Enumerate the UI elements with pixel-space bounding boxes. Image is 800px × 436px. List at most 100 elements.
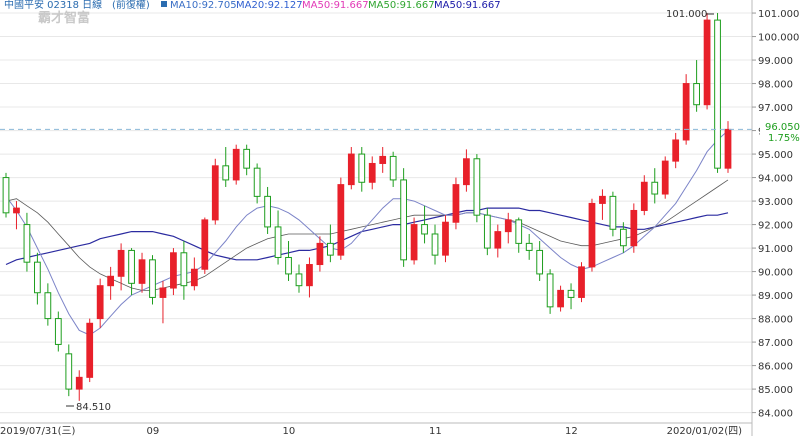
candle bbox=[159, 280, 167, 324]
candle-body bbox=[243, 148, 251, 169]
y-tick-label: 100.000 bbox=[758, 33, 799, 44]
candle bbox=[285, 241, 292, 281]
candle-body bbox=[389, 155, 397, 181]
candle-body bbox=[316, 242, 324, 266]
candle-body bbox=[117, 249, 125, 277]
legend-ma10: MA10:92.705 bbox=[170, 0, 237, 11]
candle-body bbox=[13, 207, 20, 214]
candle bbox=[400, 168, 408, 267]
candle-body bbox=[640, 181, 648, 211]
candle bbox=[128, 248, 135, 296]
legend-ma50-a: MA50:91.667 bbox=[302, 0, 369, 11]
candle bbox=[463, 149, 470, 192]
candle bbox=[557, 285, 564, 312]
candle-body bbox=[170, 252, 177, 289]
candle-body bbox=[65, 353, 73, 390]
candle-body bbox=[452, 184, 460, 223]
candle bbox=[389, 151, 397, 187]
watermark-text: 霸才智富 bbox=[38, 10, 90, 26]
candle-body bbox=[306, 264, 313, 287]
candle-body bbox=[96, 285, 104, 320]
candle-body bbox=[630, 209, 638, 247]
x-tick-label: 12 bbox=[565, 426, 578, 436]
candle bbox=[274, 210, 282, 265]
candle-body bbox=[75, 376, 83, 390]
x-axis: 2019/07/31(三) 09 10 11 12 2020/01/02(四) bbox=[0, 422, 752, 436]
candle bbox=[651, 168, 659, 204]
candle-body bbox=[274, 226, 282, 258]
high-price-label: 101.000 bbox=[666, 9, 707, 20]
change-pct-label: 1.75% bbox=[768, 133, 800, 144]
candle bbox=[672, 132, 680, 169]
candle-body bbox=[190, 268, 198, 287]
candle bbox=[243, 144, 251, 176]
candle-body bbox=[379, 155, 387, 164]
candle bbox=[54, 311, 62, 352]
candle bbox=[714, 13, 721, 173]
stock-label: 中國平安 02318 日線 bbox=[4, 0, 102, 11]
candle bbox=[347, 147, 355, 190]
moving-average-lines bbox=[5, 130, 729, 336]
candle bbox=[34, 252, 41, 305]
candle-body bbox=[128, 249, 135, 284]
candle-body bbox=[326, 242, 334, 256]
candle-body bbox=[714, 19, 721, 169]
candle-body bbox=[410, 224, 418, 261]
candle bbox=[295, 264, 303, 293]
candle bbox=[180, 241, 188, 300]
candle-body bbox=[672, 139, 680, 162]
candle-body bbox=[588, 202, 596, 268]
candle-body bbox=[536, 249, 544, 275]
candle bbox=[483, 208, 491, 256]
candle bbox=[379, 147, 387, 173]
candle-body bbox=[211, 165, 219, 221]
candle bbox=[452, 177, 460, 230]
candle bbox=[724, 121, 732, 173]
candle-body bbox=[285, 256, 292, 275]
candle bbox=[494, 224, 502, 258]
candle bbox=[201, 217, 209, 274]
x-tick-label: 2020/01/02(四) bbox=[667, 426, 743, 436]
candle-body bbox=[703, 19, 711, 106]
candle bbox=[421, 205, 428, 244]
legend-ma20: MA20:92.127 bbox=[236, 0, 303, 11]
candle bbox=[599, 189, 606, 220]
legend: 中國平安 02318 日線 (前復權) MA10:92.705 MA20:92.… bbox=[4, 0, 501, 11]
candle-body bbox=[23, 224, 31, 263]
candle bbox=[211, 158, 219, 225]
y-tick-label: 89.000 bbox=[758, 291, 793, 302]
candle bbox=[117, 243, 125, 291]
candle bbox=[13, 201, 20, 230]
candle bbox=[149, 255, 156, 305]
candle bbox=[222, 147, 230, 187]
candle-body bbox=[525, 242, 533, 251]
y-tick-label: 98.000 bbox=[758, 80, 793, 91]
candle bbox=[525, 233, 533, 260]
y-tick-label: 88.000 bbox=[758, 315, 793, 326]
candle-body bbox=[546, 273, 554, 308]
candle-body bbox=[264, 195, 271, 228]
y-tick-label: 87.000 bbox=[758, 338, 793, 349]
candle-body bbox=[619, 228, 627, 247]
candle bbox=[567, 283, 575, 310]
y-axis: 84.000 85.000 86.000 87.000 88.000 89.000 90.0… bbox=[751, 0, 799, 436]
candle bbox=[693, 60, 700, 112]
candle bbox=[431, 224, 439, 265]
candle-body bbox=[494, 231, 502, 249]
legend-ma50-b: MA50:91.667 bbox=[368, 0, 435, 11]
y-tick-label: 84.000 bbox=[758, 409, 793, 420]
y-tick-label: 86.000 bbox=[758, 362, 793, 373]
candle bbox=[578, 262, 585, 303]
candle bbox=[609, 191, 617, 237]
candle bbox=[546, 269, 554, 314]
candle-body bbox=[180, 252, 188, 287]
candle-body bbox=[337, 184, 345, 256]
candle-body bbox=[682, 83, 690, 141]
x-tick-label: 09 bbox=[146, 426, 159, 436]
y-tick-label: 99.000 bbox=[758, 56, 793, 67]
adjust-label: (前復權) bbox=[112, 0, 150, 11]
candle-body bbox=[431, 233, 439, 256]
y-tick-label: 101.000 bbox=[758, 9, 799, 20]
ma10-line bbox=[5, 130, 729, 336]
candle-body bbox=[44, 292, 52, 320]
